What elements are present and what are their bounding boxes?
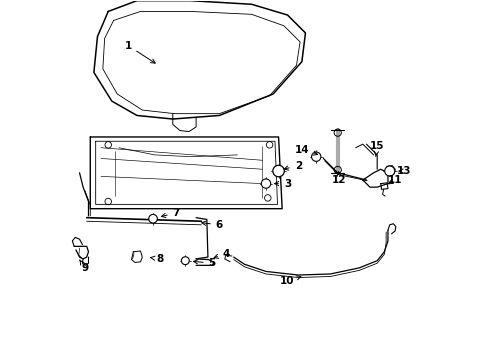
Text: 8: 8 xyxy=(150,254,163,264)
Text: 4: 4 xyxy=(214,248,230,258)
Text: 9: 9 xyxy=(80,260,88,273)
Text: 14: 14 xyxy=(294,144,317,155)
Text: 5: 5 xyxy=(193,258,215,268)
Text: 1: 1 xyxy=(124,41,155,63)
Circle shape xyxy=(148,215,157,223)
Text: 2: 2 xyxy=(284,161,301,171)
Text: 3: 3 xyxy=(274,179,290,189)
Text: 15: 15 xyxy=(369,141,384,157)
Text: 11: 11 xyxy=(387,175,402,185)
Text: 6: 6 xyxy=(202,220,223,230)
Text: 10: 10 xyxy=(280,276,300,286)
Circle shape xyxy=(261,179,270,188)
Circle shape xyxy=(272,165,284,177)
Circle shape xyxy=(384,166,394,176)
Circle shape xyxy=(311,152,320,161)
Text: 12: 12 xyxy=(332,172,346,185)
Circle shape xyxy=(181,257,189,265)
Text: 7: 7 xyxy=(161,208,180,218)
Text: 13: 13 xyxy=(396,166,410,176)
